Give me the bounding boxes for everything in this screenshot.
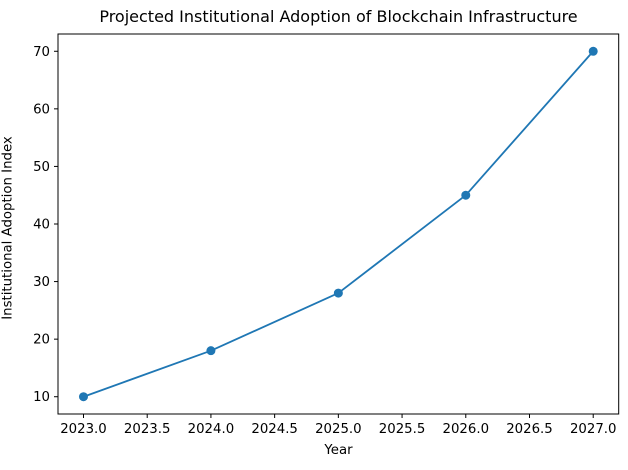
data-point: [206, 346, 216, 356]
x-tick-label: 2026.0: [443, 422, 490, 437]
y-tick-label: 60: [33, 102, 50, 117]
data-point: [78, 392, 88, 402]
plot-border: [57, 33, 620, 415]
x-axis-label: Year: [324, 443, 353, 458]
x-tick-label: 2023.5: [124, 422, 171, 437]
y-tick-label: 20: [33, 333, 50, 348]
x-tick-label: 2024.0: [188, 422, 235, 437]
x-tick-label: 2026.5: [506, 422, 553, 437]
x-tick-label: 2025.0: [315, 422, 362, 437]
x-tick-label: 2027.0: [570, 422, 617, 437]
chart-title: Projected Institutional Adoption of Bloc…: [99, 7, 578, 26]
x-tick-label: 2023.0: [60, 422, 107, 437]
y-tick-label: 30: [33, 275, 50, 290]
data-point: [588, 46, 598, 56]
y-tick-label: 70: [33, 45, 50, 60]
data-point: [461, 190, 471, 200]
data-point: [333, 288, 343, 298]
data-line: [83, 50, 594, 398]
y-tick-label: 50: [33, 160, 50, 175]
x-tick-label: 2025.5: [379, 422, 426, 437]
y-tick-label: 10: [33, 390, 50, 405]
y-tick-label: 40: [33, 218, 50, 233]
x-tick-label: 2024.5: [251, 422, 298, 437]
